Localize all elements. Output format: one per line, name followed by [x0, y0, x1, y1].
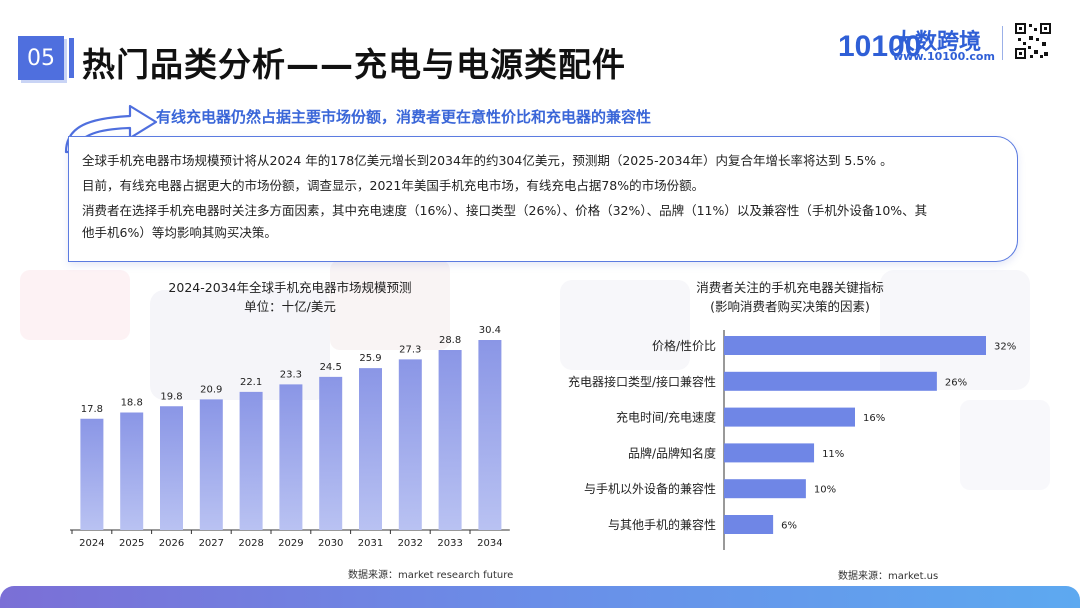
section-number-badge: 05	[18, 36, 64, 80]
bar	[319, 376, 343, 530]
market-size-chart-title: 2024-2034年全球手机充电器市场规模预测	[168, 280, 412, 295]
bar-value-label: 18.8	[121, 398, 143, 409]
summary-paragraph: 他手机6%）等均影响其购买决策。	[82, 225, 277, 240]
logo-text: 大数跨境	[893, 30, 982, 55]
x-tick-label: 2030	[318, 538, 343, 549]
hbar-value-label: 10%	[814, 485, 836, 496]
hbar-value-label: 6%	[781, 521, 797, 532]
x-tick-label: 2024	[79, 538, 104, 549]
bar-value-label: 30.4	[479, 325, 501, 336]
page-title: 热门品类分析——充电与电源类配件	[82, 45, 626, 84]
category-label: 价格/性价比	[652, 338, 716, 353]
category-label: 充电器接口类型/接口兼容性	[568, 374, 716, 389]
hbar	[724, 479, 806, 499]
x-tick-label: 2028	[238, 538, 263, 549]
bottom-band	[0, 586, 1080, 608]
bar	[438, 350, 462, 530]
bar	[279, 384, 303, 530]
x-tick-label: 2029	[278, 538, 303, 549]
x-tick-label: 2026	[159, 538, 184, 549]
hbar-value-label: 16%	[863, 413, 885, 424]
category-label: 与手机以外设备的兼容性	[584, 481, 716, 496]
bar-value-label: 20.9	[200, 384, 222, 395]
bar	[398, 359, 422, 530]
bar	[359, 368, 382, 530]
logo-number: 10100	[838, 30, 921, 63]
factors-source: 数据来源：market.us	[838, 571, 939, 582]
hbar	[724, 336, 986, 355]
market-size-chart-subtitle: 单位：十亿/美元	[244, 299, 336, 314]
x-tick-label: 2033	[437, 538, 462, 549]
bar-value-label: 24.5	[320, 362, 342, 373]
market-size-source: 数据来源：market research future	[348, 570, 514, 581]
hbar	[724, 407, 855, 427]
bar-value-label: 28.8	[439, 335, 461, 346]
brand-logo-icon: 10100	[838, 30, 921, 63]
summary-paragraph: 消费者在选择手机充电器时关注多方面因素，其中充电速度（16%）、接口类型（26%…	[82, 203, 928, 218]
factors-hbar-chart: 价格/性价比 32% 充电器接口类型/接口兼容性 26% 充电时间/充电速度 16% 品牌/…	[568, 330, 1016, 550]
bar	[239, 391, 263, 530]
hbar-value-label: 32%	[994, 342, 1016, 353]
market-size-bar-chart: 17.8 2024 18.8 2025 19.8 2026 20.9 2027 22.1 2028…	[70, 325, 510, 549]
summary-paragraph: 目前，有线充电器占据更大的市场份额，调查显示，2021年美国手机充电市场，有线充…	[82, 178, 705, 193]
factors-chart-subtitle: (影响消费者购买决策的因素)	[710, 299, 870, 314]
hbar-value-label: 11%	[822, 449, 844, 460]
bar-value-label: 22.1	[240, 377, 262, 388]
bar-value-label: 17.8	[81, 404, 103, 415]
factors-chart-title: 消费者关注的手机充电器关键指标	[696, 280, 884, 295]
summary-paragraph: 全球手机充电器市场规模预计将从2024 年的178亿美元增长到2034年的约30…	[82, 153, 893, 168]
qr-code-icon	[1014, 22, 1052, 60]
x-tick-label: 2027	[199, 538, 224, 549]
logo-divider	[1002, 26, 1003, 60]
hbar-value-label: 26%	[945, 377, 967, 388]
bar-value-label: 27.3	[399, 344, 421, 355]
x-tick-label: 2025	[119, 538, 144, 549]
hbar	[724, 443, 815, 463]
hbar	[724, 371, 937, 391]
summary-box	[68, 136, 1018, 262]
logo-url: www.10100.com	[893, 50, 995, 63]
category-label: 充电时间/充电速度	[616, 410, 716, 425]
bar	[80, 418, 104, 530]
bar-value-label: 25.9	[359, 353, 381, 364]
title-accent-bar	[69, 38, 74, 78]
bar	[160, 406, 183, 530]
x-tick-label: 2031	[358, 538, 383, 549]
x-tick-label: 2034	[477, 538, 502, 549]
category-label: 品牌/品牌知名度	[628, 445, 716, 460]
bar-value-label: 19.8	[160, 391, 182, 402]
bar-value-label: 23.3	[280, 369, 302, 380]
subtitle: 有线充电器仍然占据主要市场份额，消费者更在意性价比和充电器的兼容性	[156, 108, 652, 126]
bar	[478, 340, 502, 530]
x-tick-label: 2032	[398, 538, 423, 549]
bar	[120, 412, 144, 530]
hbar	[724, 515, 774, 534]
bar	[199, 399, 223, 530]
category-label: 与其他手机的兼容性	[608, 517, 716, 532]
